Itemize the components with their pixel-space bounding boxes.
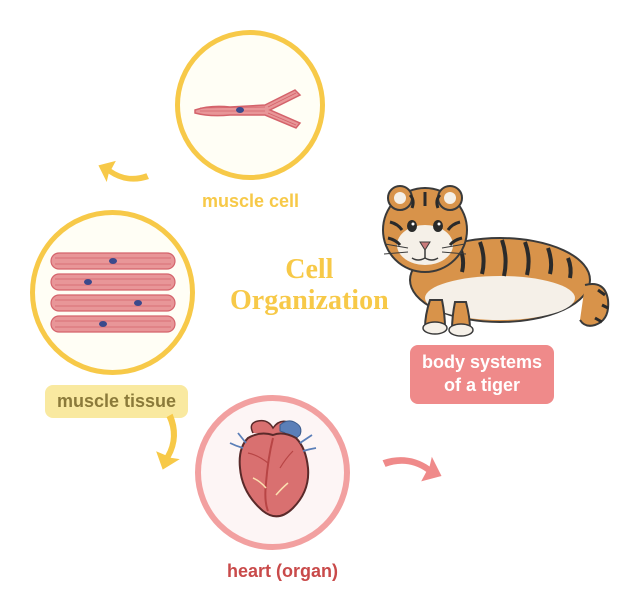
tiger-label-line2: of a tiger [422,374,542,397]
muscle-tissue-icon [43,238,183,348]
title-line1: Cell [230,255,389,286]
heart-label: heart (organ) [215,555,350,588]
heart-circle [195,395,350,550]
heart-icon [218,413,328,533]
tiger-illustration [370,150,610,345]
tiger-label: body systems of a tiger [410,345,554,404]
diagram-title: Cell Organization [230,255,389,317]
muscle-cell-icon [190,75,310,135]
muscle-cell-circle [175,30,325,180]
arrow-heart-to-tiger [354,417,456,519]
tiger-icon [370,150,610,340]
muscle-cell-label: muscle cell [190,185,311,218]
arrow-muscle_cell-to-muscle_tissue [86,129,174,217]
title-line2: Organization [230,286,389,317]
tiger-label-line1: body systems [422,351,542,374]
muscle-tissue-circle [30,210,195,375]
